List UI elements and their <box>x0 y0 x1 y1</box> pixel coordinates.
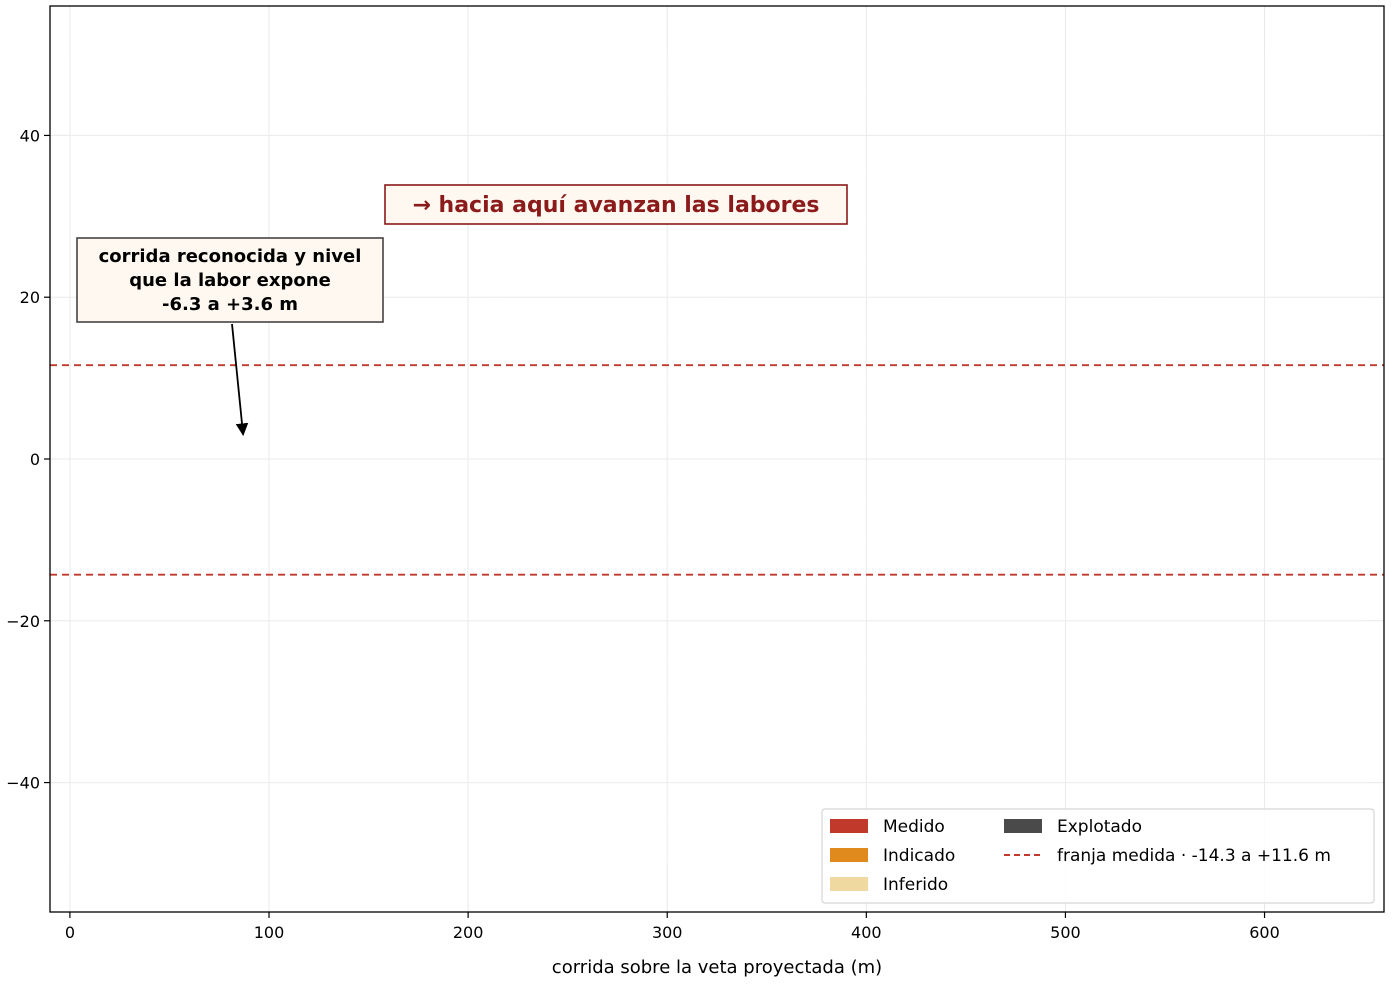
x-tick-label: 600 <box>1249 923 1280 942</box>
working-callout-arrow <box>231 323 249 436</box>
y-tick-label: −20 <box>6 612 40 631</box>
y-tick-label: 0 <box>30 450 40 469</box>
legend-label-measured-band: franja medida · -14.3 a +11.6 m <box>1057 846 1331 866</box>
cell-gridlines-layer <box>69 54 1365 864</box>
x-axis-label: corrida sobre la veta proyectada (m) <box>552 957 882 978</box>
legend-swatch-explotado <box>1004 819 1042 833</box>
y-tick-label: −40 <box>6 774 40 793</box>
working-callout-line-3: -6.3 a +3.6 m <box>162 294 298 315</box>
annotations-layer: → hacia aquí avanzan las labores corrida… <box>76 184 848 436</box>
cell-gridlines-vertical <box>69 54 1365 864</box>
working-callout-line-1: corrida reconocida y nivel <box>99 246 362 267</box>
x-tick-label: 0 <box>65 923 75 942</box>
x-tick-label: 500 <box>1050 923 1081 942</box>
advance-callout-text: → hacia aquí avanzan las labores <box>412 193 819 218</box>
x-tick-label: 300 <box>652 923 683 942</box>
working-callout-box <box>76 237 384 323</box>
measured-band-layer <box>50 364 1384 576</box>
y-tick-label: 20 <box>20 288 40 307</box>
x-tick-label: 400 <box>851 923 882 942</box>
legend-box <box>821 808 1375 904</box>
legend-swatch-medido <box>830 819 868 833</box>
axes-layer: 0 100 200 300 400 500 600 −40 −20 0 20 40 <box>6 126 1280 942</box>
legend-swatch-indicado <box>830 848 868 862</box>
legend-label-inferido: Inferido <box>883 875 948 895</box>
legend-label-medido: Medido <box>883 817 945 837</box>
legend: Medido Indicado Inferido Explotado franj… <box>821 808 1375 904</box>
legend-label-indicado: Indicado <box>883 846 955 866</box>
y-tick-label: 40 <box>20 126 40 145</box>
x-tick-label: 100 <box>254 923 285 942</box>
x-tick-label: 200 <box>453 923 484 942</box>
legend-label-explotado: Explotado <box>1057 817 1142 837</box>
legend-swatch-inferido <box>830 877 868 891</box>
cell-gridlines-horizontal <box>69 54 1365 864</box>
advance-callout-box <box>384 184 848 225</box>
working-callout-line-2: que la labor expone <box>129 270 331 291</box>
